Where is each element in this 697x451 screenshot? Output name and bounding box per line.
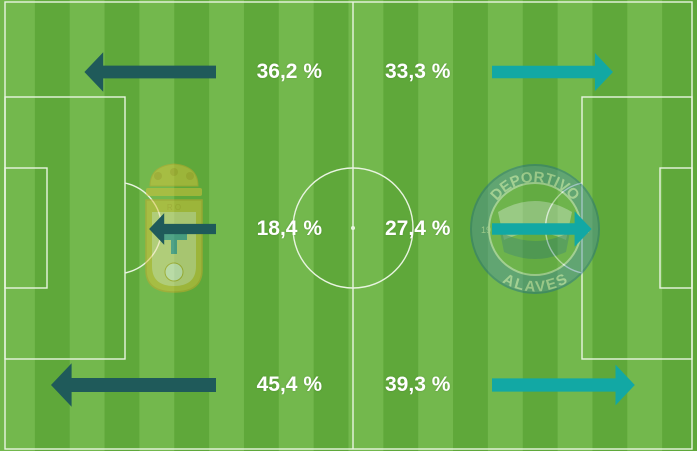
pitch-stripe <box>313 0 349 451</box>
pitch-stripe <box>0 0 36 451</box>
pitch-stripe <box>278 0 315 451</box>
crest-year-left: 19 <box>481 225 491 235</box>
pitch-stripe <box>453 0 489 451</box>
left-goal-area <box>4 167 48 289</box>
pitch-stripe <box>418 0 454 451</box>
pitch-stripe <box>243 0 280 451</box>
away-arrow-1 <box>492 52 613 92</box>
right-goal-area <box>659 167 693 289</box>
home-percentage-1: 36,2 % <box>256 60 322 83</box>
home-arrow-1 <box>84 52 217 92</box>
home-arrow-2 <box>149 213 216 245</box>
away-arrow-3 <box>492 364 635 406</box>
pitch-stripe <box>627 0 663 451</box>
centre-spot <box>351 226 355 230</box>
away-percentage-1: 33,3 % <box>385 60 451 83</box>
home-percentage-2: 18,4 % <box>256 217 322 240</box>
away-percentage-2: 27,4 % <box>385 217 451 240</box>
home-arrow-3 <box>51 363 216 407</box>
pitch-stripe <box>348 0 384 451</box>
pitch-stripe <box>662 0 697 451</box>
centre-circle <box>292 167 414 289</box>
home-percentage-3: 45,4 % <box>256 373 322 396</box>
away-percentage-3: 39,3 % <box>385 373 451 396</box>
attack-arrows <box>51 52 635 407</box>
pitch-markings <box>4 1 693 450</box>
away-arrow-2 <box>492 211 592 247</box>
crest-letters: R O <box>167 203 181 212</box>
